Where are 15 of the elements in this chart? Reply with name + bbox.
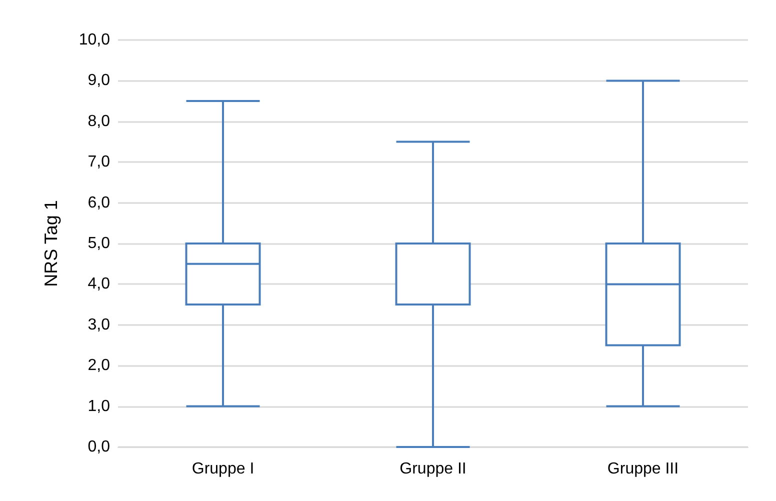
y-tick-label: 4,0	[88, 276, 110, 293]
y-tick-label: 9,0	[88, 72, 110, 90]
y-tick-label: 8,0	[88, 112, 110, 130]
y-tick-label: 2,0	[88, 357, 110, 374]
x-tick-label: Gruppe III	[607, 460, 679, 478]
y-tick-label: 1,0	[88, 398, 110, 415]
x-tick-label: Gruppe I	[192, 460, 254, 478]
y-tick-label: 10,0	[78, 32, 110, 48]
y-axis-title: NRS Tag 1	[41, 200, 61, 287]
y-tick-label: 6,0	[88, 194, 110, 212]
y-tick-label: 3,0	[88, 316, 110, 334]
x-tick-label: Gruppe II	[400, 460, 466, 478]
y-tick-label: 7,0	[88, 154, 110, 171]
y-tick-label: 0,0	[88, 438, 110, 456]
y-tick-label: 5,0	[88, 235, 110, 252]
